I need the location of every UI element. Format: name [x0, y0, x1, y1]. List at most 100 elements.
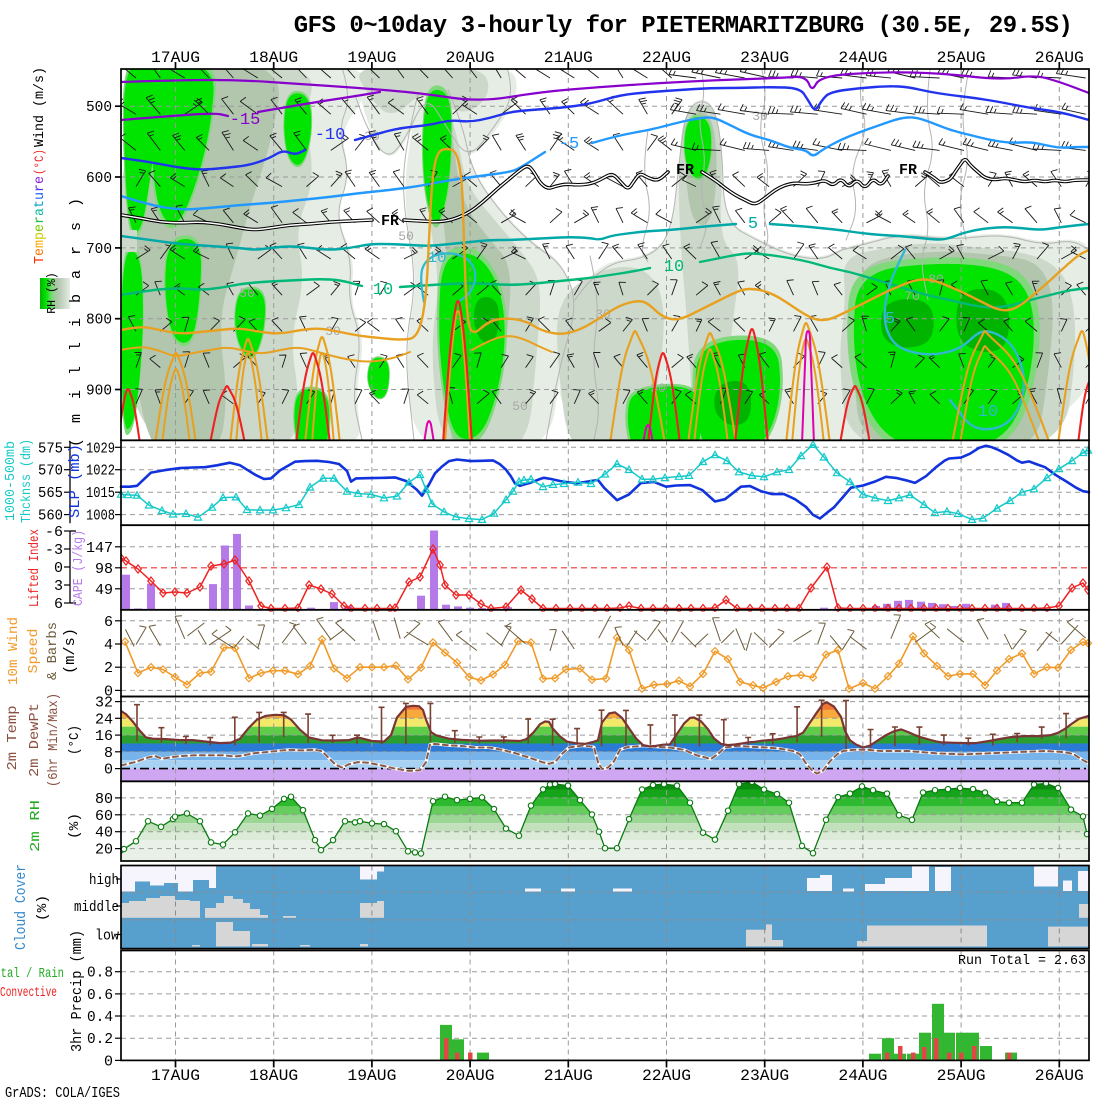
svg-text:700: 700 — [86, 241, 112, 258]
svg-text:FR: FR — [899, 162, 917, 179]
svg-text:19AUG: 19AUG — [347, 1067, 396, 1085]
svg-text:19AUG: 19AUG — [347, 49, 396, 67]
svg-text:1000-500mb: 1000-500mb — [4, 441, 19, 521]
svg-text:565: 565 — [38, 485, 63, 502]
svg-text:8: 8 — [104, 745, 113, 762]
svg-text:17AUG: 17AUG — [151, 49, 200, 67]
svg-text:98: 98 — [95, 561, 113, 578]
svg-text:Convective: Convective — [0, 985, 57, 1001]
svg-text:4: 4 — [104, 637, 113, 654]
svg-text:50: 50 — [650, 381, 666, 396]
svg-text:-15: -15 — [230, 111, 261, 130]
svg-text:0: 0 — [104, 683, 113, 700]
svg-text:18AUG: 18AUG — [249, 1067, 298, 1085]
svg-text:20: 20 — [95, 842, 113, 859]
svg-text:0: 0 — [54, 560, 63, 577]
svg-text:26AUG: 26AUG — [1035, 1067, 1084, 1085]
svg-text:24AUG: 24AUG — [838, 49, 887, 67]
svg-text:17AUG: 17AUG — [151, 1067, 200, 1085]
svg-text:0: 0 — [104, 1053, 113, 1070]
svg-text:3: 3 — [54, 578, 63, 595]
svg-text:(6hr Min/Max): (6hr Min/Max) — [47, 693, 62, 787]
svg-text:middle: middle — [74, 899, 119, 916]
svg-text:30: 30 — [752, 109, 768, 124]
svg-text:Lifted Index: Lifted Index — [27, 529, 43, 607]
svg-text:& Barbs: & Barbs — [45, 622, 61, 680]
svg-text:Cloud Cover: Cloud Cover — [13, 864, 30, 950]
svg-text:60: 60 — [95, 808, 113, 825]
svg-text:2: 2 — [104, 660, 113, 677]
svg-text:(°C): (°C) — [32, 149, 47, 175]
svg-text:50: 50 — [239, 286, 255, 301]
svg-text:32: 32 — [95, 695, 113, 712]
svg-text:low: low — [95, 928, 119, 945]
svg-text:10: 10 — [978, 403, 998, 422]
svg-text:49: 49 — [95, 582, 113, 599]
svg-text:23AUG: 23AUG — [740, 1067, 789, 1085]
svg-text:-3: -3 — [45, 542, 63, 559]
svg-text:2m RH: 2m RH — [28, 800, 44, 852]
svg-text:21AUG: 21AUG — [544, 49, 593, 67]
svg-text:560: 560 — [38, 508, 63, 525]
svg-text:5: 5 — [748, 215, 758, 234]
svg-text:10: 10 — [373, 281, 393, 300]
svg-text:23AUG: 23AUG — [740, 49, 789, 67]
svg-text:(%): (%) — [35, 895, 51, 921]
svg-text:24AUG: 24AUG — [838, 1067, 887, 1085]
svg-text:Wind (m/s): Wind (m/s) — [32, 67, 48, 147]
svg-text:2m DewPt: 2m DewPt — [28, 703, 43, 777]
svg-text:570: 570 — [38, 463, 63, 480]
svg-text:FR: FR — [676, 162, 694, 179]
svg-text:25AUG: 25AUG — [937, 1067, 986, 1085]
svg-text:CAPE (J/kg): CAPE (J/kg) — [71, 530, 87, 606]
svg-text:(m/s): (m/s) — [62, 628, 79, 674]
svg-text:10m Wind: 10m Wind — [6, 617, 22, 685]
svg-text:2m Temp: 2m Temp — [6, 706, 21, 771]
svg-text:26AUG: 26AUG — [1035, 49, 1084, 67]
svg-text:24: 24 — [95, 711, 113, 728]
svg-text:GFS 0~10day 3-hourly for PIETE: GFS 0~10day 3-hourly for PIETERMARITZBUR… — [294, 13, 1073, 40]
svg-text:(°C): (°C) — [67, 725, 83, 755]
svg-text:800: 800 — [86, 312, 112, 329]
svg-text:0.8: 0.8 — [87, 965, 113, 982]
svg-text:22AUG: 22AUG — [642, 1067, 691, 1085]
svg-text:25AUG: 25AUG — [937, 49, 986, 67]
svg-text:(millibars): (millibars) — [68, 183, 85, 447]
svg-text:Run Total = 2.63: Run Total = 2.63 — [958, 953, 1086, 969]
svg-text:40: 40 — [95, 825, 113, 842]
svg-text:high: high — [89, 872, 119, 889]
svg-text:20AUG: 20AUG — [446, 1067, 495, 1085]
svg-text:6: 6 — [54, 596, 63, 613]
svg-text:16: 16 — [95, 728, 113, 745]
svg-text:0.2: 0.2 — [87, 1031, 113, 1048]
svg-text:50: 50 — [398, 229, 414, 244]
svg-text:80: 80 — [95, 791, 113, 808]
svg-text:575: 575 — [38, 440, 63, 457]
svg-text:1015: 1015 — [86, 485, 115, 502]
svg-text:-5: -5 — [559, 135, 579, 154]
svg-text:18AUG: 18AUG — [249, 49, 298, 67]
svg-text:-10: -10 — [315, 126, 346, 145]
svg-text:10: 10 — [664, 258, 684, 277]
svg-text:Total / Rain: Total / Rain — [0, 966, 64, 982]
svg-text:0.6: 0.6 — [87, 987, 113, 1004]
svg-text:5: 5 — [885, 310, 895, 329]
svg-text:6: 6 — [104, 614, 113, 631]
svg-text:147: 147 — [86, 540, 113, 557]
svg-text:GrADS: COLA/IGES: GrADS: COLA/IGES — [5, 1085, 120, 1100]
svg-text:-6: -6 — [45, 524, 63, 541]
svg-text:Temperature: Temperature — [32, 176, 48, 264]
svg-text:600: 600 — [86, 170, 112, 187]
svg-text:(%): (%) — [67, 813, 83, 839]
svg-text:FR: FR — [381, 213, 399, 230]
svg-text:1029: 1029 — [86, 440, 115, 457]
svg-text:RH (%): RH (%) — [46, 272, 59, 313]
svg-text:10: 10 — [427, 249, 446, 267]
svg-text:Speed: Speed — [26, 629, 42, 674]
svg-text:SLP (mb): SLP (mb) — [67, 444, 84, 518]
svg-text:20AUG: 20AUG — [446, 49, 495, 67]
svg-text:0.4: 0.4 — [87, 1009, 113, 1026]
svg-text:900: 900 — [86, 383, 112, 400]
svg-text:1008: 1008 — [86, 508, 115, 525]
svg-text:22AUG: 22AUG — [642, 49, 691, 67]
